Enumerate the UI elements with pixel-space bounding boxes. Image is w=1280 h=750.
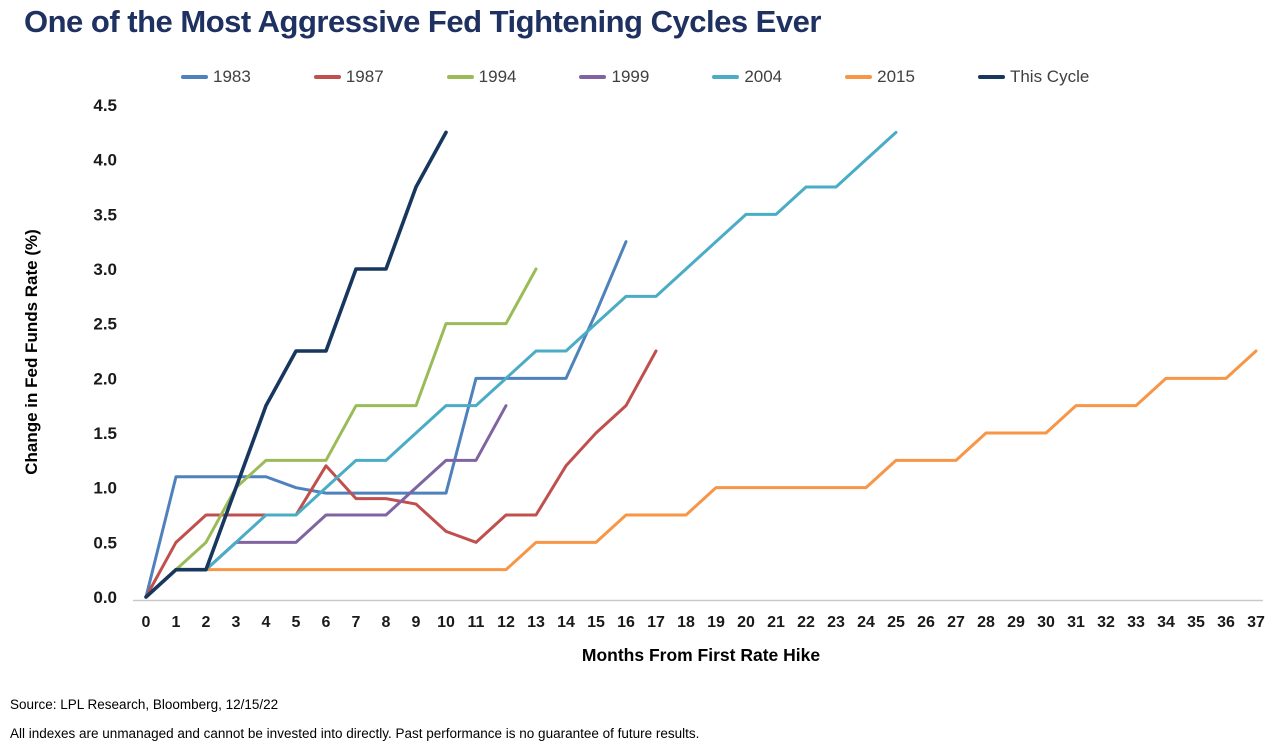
- series-line-2004: [144, 130, 898, 599]
- x-tick-label: 12: [497, 614, 515, 631]
- legend-label-1999: 1999: [611, 67, 650, 86]
- source-note: Source: LPL Research, Bloomberg, 12/15/2…: [10, 697, 279, 712]
- legend-item-2015: 2015: [845, 67, 915, 87]
- x-tick-label: 19: [707, 614, 725, 631]
- legend-label-2004: 2004: [744, 67, 783, 86]
- x-tick-label: 35: [1187, 614, 1205, 631]
- y-tick-label: 0.0: [93, 588, 117, 607]
- legend-swatch-2004: [712, 75, 740, 79]
- y-tick-label: 4.5: [93, 96, 117, 115]
- legend-swatch-1983: [181, 75, 208, 79]
- y-tick-label: 2.0: [93, 369, 117, 388]
- x-tick-label: 21: [767, 614, 785, 631]
- legend-label-1987: 1987: [345, 67, 384, 86]
- x-tick-label: 34: [1157, 614, 1175, 631]
- legend-swatch-1999: [579, 75, 607, 79]
- y-tick-label: 1.0: [93, 479, 117, 498]
- legend-item-1994: 1994: [446, 67, 517, 87]
- x-tick-label: 17: [647, 614, 665, 631]
- series-line-this-cycle: [144, 130, 448, 599]
- x-tick-label: 5: [292, 614, 301, 631]
- chart-legend: 1983 1987 1994 1999 2004 2015 This Cycle: [181, 66, 1089, 88]
- y-tick-label: 2.5: [93, 315, 117, 334]
- series-line-1987: [144, 349, 658, 599]
- legend-label-this-cycle: This Cycle: [1009, 67, 1090, 86]
- x-tick-label: 11: [468, 614, 485, 631]
- legend-item-2004: 2004: [712, 67, 782, 87]
- series-line-2015: [144, 349, 1258, 599]
- x-tick-label: 26: [917, 614, 935, 631]
- legend-item-this-cycle: This Cycle: [977, 67, 1090, 87]
- x-tick-label: 31: [1067, 614, 1085, 631]
- legend-item-1983: 1983: [181, 67, 251, 87]
- x-tick-label: 23: [827, 614, 845, 631]
- x-tick-label: 18: [677, 614, 695, 631]
- x-tick-label: 3: [232, 614, 241, 631]
- x-tick-label: 24: [857, 614, 875, 631]
- y-axis-title: Change in Fed Funds Rate (%): [22, 229, 41, 475]
- legend-swatch-1987: [313, 75, 341, 79]
- legend-label-2015: 2015: [877, 67, 915, 86]
- x-tick-label: 30: [1037, 614, 1055, 631]
- x-tick-label: 4: [262, 614, 271, 631]
- chart-title: One of the Most Aggressive Fed Tightenin…: [24, 4, 821, 39]
- y-tick-label: 3.0: [93, 260, 117, 279]
- legend-item-1999: 1999: [579, 67, 649, 87]
- legend-swatch-1994: [446, 75, 474, 79]
- fed-tightening-line-chart: 0.00.51.01.52.02.53.03.54.04.50 1 2 3 4 5 6 7 8 9…: [93, 96, 1265, 631]
- y-tick-label: 0.5: [93, 533, 117, 552]
- x-tick-label: 29: [1007, 614, 1025, 631]
- legend-item-1987: 1987: [313, 67, 384, 87]
- x-axis-title: Months From First Rate Hike: [581, 645, 821, 665]
- x-tick-label: 8: [382, 614, 391, 631]
- x-tick-label: 36: [1217, 614, 1235, 631]
- y-tick-label: 3.5: [93, 205, 117, 224]
- x-tick-label: 27: [947, 614, 965, 631]
- x-tick-label: 6: [322, 614, 331, 631]
- x-tick-label: 13: [527, 614, 545, 631]
- x-tick-label: 2: [202, 614, 211, 631]
- y-tick-label: 1.5: [93, 424, 117, 443]
- x-tick-label: 9: [412, 614, 421, 631]
- x-tick-label: 7: [352, 614, 361, 631]
- x-tick-label: 37: [1247, 614, 1265, 631]
- legend-swatch-this-cycle: [977, 75, 1005, 79]
- x-tick-label: 33: [1127, 614, 1145, 631]
- y-tick-label: 4.0: [93, 151, 117, 170]
- x-tick-label: 0: [142, 614, 151, 631]
- disclaimer-note: All indexes are unmanaged and cannot be …: [10, 726, 700, 741]
- legend-label-1983: 1983: [213, 67, 251, 86]
- x-tick-label: 25: [887, 614, 905, 631]
- x-tick-label: 14: [557, 614, 575, 631]
- x-tick-label: 10: [437, 614, 455, 631]
- series-line-1994: [144, 267, 538, 599]
- series-line-1983: [144, 240, 628, 599]
- x-tick-label: 1: [172, 614, 181, 631]
- x-tick-label: 32: [1097, 614, 1115, 631]
- x-tick-label: 15: [587, 614, 605, 631]
- legend-label-1994: 1994: [478, 67, 517, 86]
- x-tick-label: 28: [977, 614, 995, 631]
- x-tick-label: 16: [617, 614, 635, 631]
- x-tick-label: 22: [797, 614, 815, 631]
- legend-swatch-2015: [845, 75, 873, 79]
- x-tick-label: 20: [737, 614, 755, 631]
